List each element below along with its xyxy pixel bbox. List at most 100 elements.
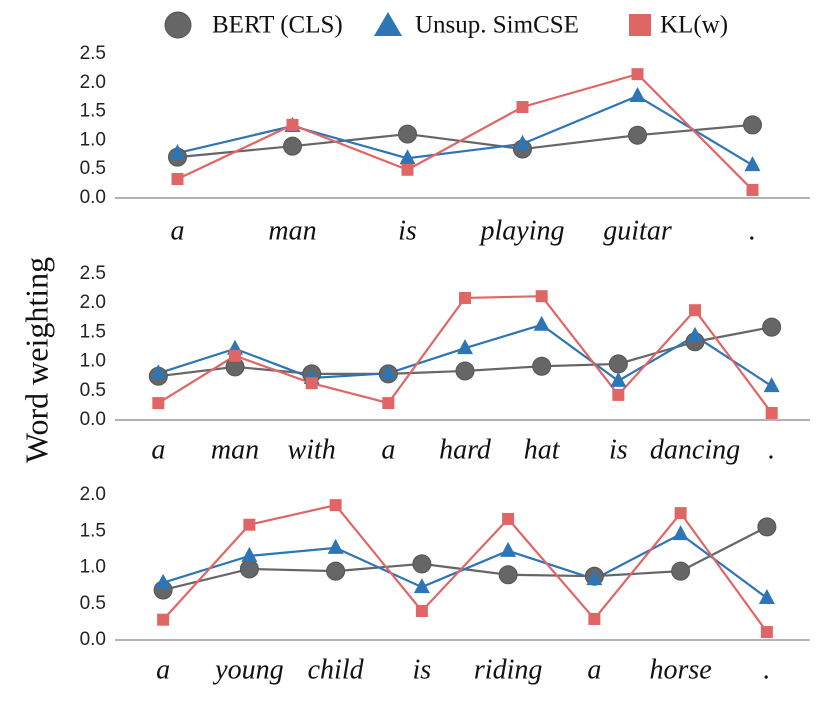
y-tick-label: 1.5 xyxy=(80,321,106,342)
x-tick-label: young xyxy=(212,654,283,685)
x-tick-label: man xyxy=(211,434,259,465)
point xyxy=(399,149,416,165)
point xyxy=(629,87,646,103)
point xyxy=(382,397,395,410)
x-tick-label: . xyxy=(749,215,756,246)
point xyxy=(241,546,258,562)
legend-label: BERT (CLS) xyxy=(212,12,343,39)
point xyxy=(401,163,414,176)
point xyxy=(586,570,603,586)
y-tick-label: 2.5 xyxy=(80,263,106,284)
point xyxy=(498,565,518,585)
point xyxy=(746,183,759,196)
y-tick-label: 0.5 xyxy=(80,158,106,179)
y-tick-label: 1.0 xyxy=(80,351,106,372)
point xyxy=(757,517,777,537)
point xyxy=(459,291,471,304)
x-tick-label: playing xyxy=(479,215,565,246)
point xyxy=(763,377,780,393)
legend-marker xyxy=(629,14,651,36)
point xyxy=(157,613,170,626)
point xyxy=(239,559,259,579)
point xyxy=(327,538,344,554)
y-tick-label: 0.5 xyxy=(80,593,106,614)
point xyxy=(152,397,165,410)
y-tick-label: 2.0 xyxy=(80,484,106,505)
point xyxy=(286,118,299,131)
point xyxy=(671,561,691,581)
point xyxy=(500,541,517,557)
x-tick-label: horse xyxy=(650,654,712,685)
x-tick-label: a xyxy=(587,654,601,685)
series-line xyxy=(177,72,754,191)
point xyxy=(516,100,529,113)
y-tick-label: 1.5 xyxy=(80,101,106,122)
point xyxy=(514,134,531,150)
point xyxy=(502,512,515,525)
point xyxy=(380,364,397,380)
point xyxy=(674,507,687,520)
y-tick-label: 0.5 xyxy=(80,380,106,401)
y-tick-label: 2.0 xyxy=(80,72,106,93)
x-tick-label: is xyxy=(609,434,628,465)
point xyxy=(326,561,346,581)
y-tick-label: 0.0 xyxy=(80,409,106,430)
point xyxy=(610,371,627,387)
x-tick-label: a xyxy=(151,434,165,465)
point xyxy=(760,626,773,639)
point xyxy=(588,612,601,625)
point xyxy=(155,573,172,589)
x-tick-label: is xyxy=(413,654,432,685)
point xyxy=(169,144,186,160)
point xyxy=(631,68,644,81)
legend-marker xyxy=(374,12,402,36)
legend-marker xyxy=(164,11,192,39)
point xyxy=(533,315,550,331)
point xyxy=(283,136,302,156)
x-tick-label: . xyxy=(768,434,775,465)
point xyxy=(535,290,548,303)
y-tick-label: 1.5 xyxy=(80,520,106,541)
x-tick-label: a xyxy=(381,434,395,465)
point xyxy=(415,605,428,617)
point xyxy=(765,406,778,419)
point xyxy=(743,115,762,135)
x-tick-label: a xyxy=(156,654,170,685)
y-tick-label: 2.0 xyxy=(80,292,106,313)
series-line xyxy=(162,503,768,633)
point xyxy=(229,349,241,362)
point xyxy=(612,388,625,401)
series-line xyxy=(177,94,754,167)
x-tick-label: . xyxy=(763,654,770,685)
point xyxy=(305,377,318,390)
point xyxy=(329,499,342,512)
x-tick-label: guitar xyxy=(603,215,672,246)
x-tick-label: a xyxy=(171,215,185,246)
point xyxy=(413,578,430,594)
series-line xyxy=(177,123,753,159)
point xyxy=(150,364,167,380)
y-tick-label: 1.0 xyxy=(80,557,106,578)
x-tick-label: with xyxy=(288,434,336,465)
x-tick-label: man xyxy=(268,215,316,246)
y-tick-label: 1.0 xyxy=(80,129,106,150)
legend-label: Unsup. SimCSE xyxy=(415,12,579,39)
x-tick-label: hat xyxy=(524,434,561,465)
point xyxy=(672,525,689,541)
point xyxy=(532,356,552,376)
legend-label: KL(w) xyxy=(660,12,728,39)
x-tick-label: child xyxy=(308,654,365,685)
point xyxy=(689,304,701,317)
point xyxy=(171,172,184,185)
point xyxy=(457,339,473,355)
point xyxy=(687,326,703,342)
x-tick-label: hard xyxy=(439,434,492,465)
x-tick-label: dancing xyxy=(650,434,740,465)
y-tick-label: 2.5 xyxy=(80,43,106,64)
y-axis-label: Word weighting xyxy=(18,257,54,463)
point xyxy=(758,588,775,604)
point xyxy=(412,554,432,574)
point xyxy=(628,125,647,145)
point xyxy=(455,361,475,381)
